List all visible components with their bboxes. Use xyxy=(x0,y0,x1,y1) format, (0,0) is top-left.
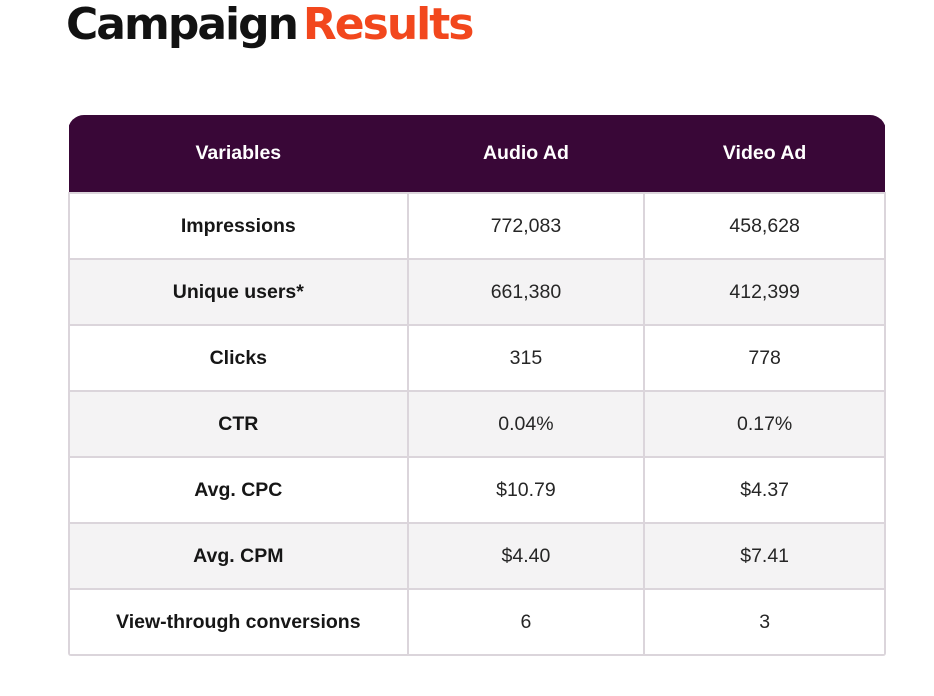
header-row: Variables Audio Ad Video Ad xyxy=(69,115,885,193)
row-label: Avg. CPC xyxy=(68,456,409,524)
table-row: View-through conversions 6 3 xyxy=(68,588,886,656)
audio-ad-value: $4.40 xyxy=(406,522,646,590)
results-table-card: Variables Audio Ad Video Ad Impressions … xyxy=(68,115,886,656)
audio-ad-value: 315 xyxy=(406,324,646,392)
audio-ad-value: 6 xyxy=(406,588,646,656)
video-ad-value: 0.17% xyxy=(643,390,886,458)
table-row: Avg. CPM $4.40 $7.41 xyxy=(68,522,886,590)
row-label: View-through conversions xyxy=(68,588,409,656)
column-header-video-ad: Video Ad xyxy=(644,115,885,193)
row-label: Unique users* xyxy=(68,258,409,326)
row-label: Impressions xyxy=(68,192,409,260)
audio-ad-value: 772,083 xyxy=(406,192,646,260)
column-header-audio-ad: Audio Ad xyxy=(407,115,645,193)
table-row: Avg. CPC $10.79 $4.37 xyxy=(68,456,886,524)
video-ad-value: 412,399 xyxy=(643,258,886,326)
audio-ad-value: $10.79 xyxy=(406,456,646,524)
row-label: Avg. CPM xyxy=(68,522,409,590)
column-header-variables: Variables xyxy=(69,115,408,193)
row-label: CTR xyxy=(68,390,409,458)
table-row: Clicks 315 778 xyxy=(68,324,886,392)
video-ad-value: $7.41 xyxy=(643,522,886,590)
page-title: Campaign Results xyxy=(66,0,475,50)
video-ad-value: 778 xyxy=(643,324,886,392)
title-campaign: Campaign xyxy=(66,0,299,50)
title-results: Results xyxy=(302,0,475,50)
video-ad-value: $4.37 xyxy=(643,456,886,524)
table-row: Unique users* 661,380 412,399 xyxy=(68,258,886,326)
table-row: Impressions 772,083 458,628 xyxy=(68,192,886,260)
row-label: Clicks xyxy=(68,324,409,392)
audio-ad-value: 0.04% xyxy=(406,390,646,458)
video-ad-value: 458,628 xyxy=(643,192,886,260)
audio-ad-value: 661,380 xyxy=(406,258,646,326)
table-row: CTR 0.04% 0.17% xyxy=(68,390,886,458)
video-ad-value: 3 xyxy=(643,588,886,656)
results-table: Variables Audio Ad Video Ad Impressions … xyxy=(68,115,886,656)
